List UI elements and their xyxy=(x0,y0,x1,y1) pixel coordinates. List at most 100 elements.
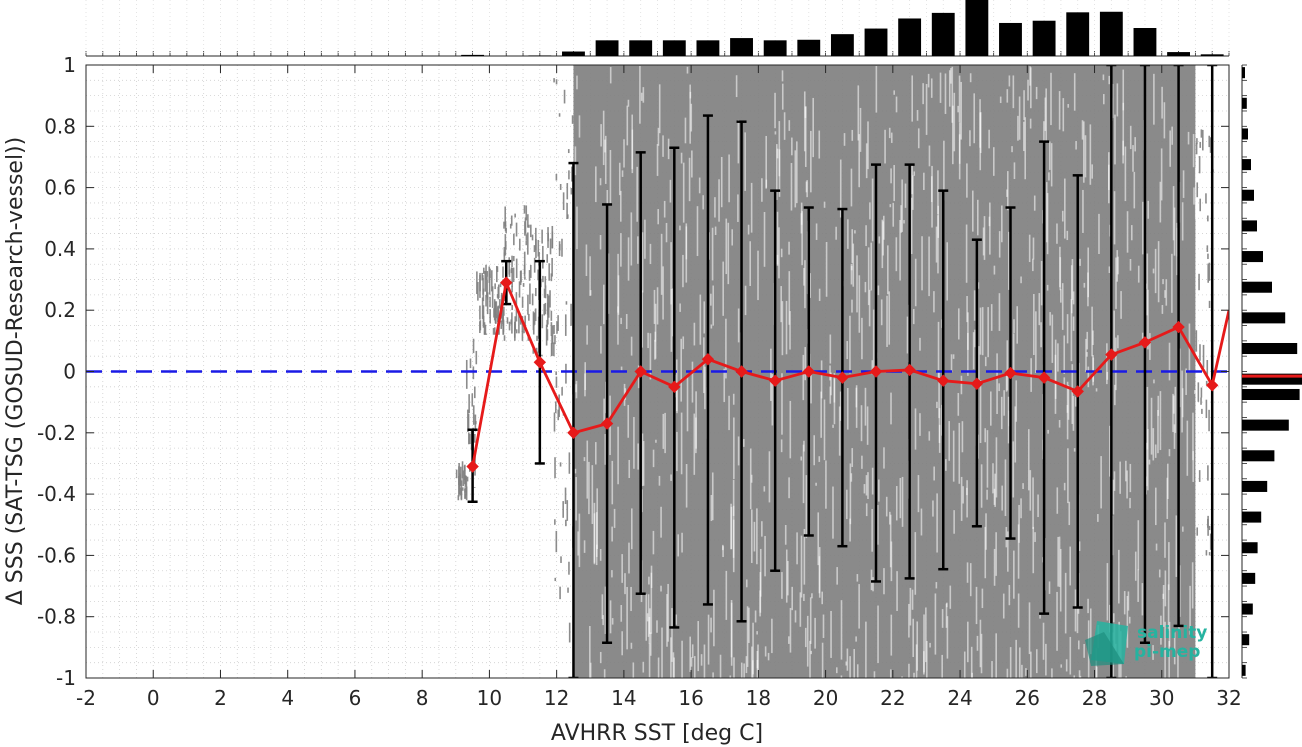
scatter-point xyxy=(663,200,666,218)
scatter-point xyxy=(600,124,602,147)
scatter-point xyxy=(890,614,893,656)
scatter-point xyxy=(670,474,672,481)
scatter-point xyxy=(732,393,735,405)
scatter-point xyxy=(995,633,997,678)
scatter-point xyxy=(953,510,955,534)
scatter-point xyxy=(627,404,630,438)
x-hist-bar xyxy=(1066,12,1090,56)
scatter-point xyxy=(1082,189,1084,233)
scatter-point xyxy=(576,206,578,250)
scatter-point xyxy=(617,306,619,345)
scatter-point xyxy=(953,92,956,152)
scatter-point xyxy=(568,452,571,474)
scatter-point xyxy=(817,512,820,566)
scatter-point xyxy=(938,371,940,419)
y-hist-bar xyxy=(1242,342,1298,355)
scatter-point xyxy=(778,227,780,279)
scatter-point xyxy=(864,281,867,293)
scatter-point xyxy=(865,143,868,179)
scatter-point xyxy=(725,318,727,379)
scatter-point xyxy=(609,600,612,634)
scatter-point xyxy=(656,620,658,633)
scatter-point xyxy=(930,78,933,98)
scatter-point xyxy=(652,530,655,555)
scatter-point xyxy=(1013,162,1016,180)
median-point xyxy=(533,356,547,369)
scatter-point xyxy=(577,531,579,556)
scatter-point xyxy=(459,487,462,496)
scatter-point xyxy=(833,373,836,403)
scatter-point xyxy=(618,162,621,196)
scatter-point xyxy=(543,288,546,298)
scatter-point xyxy=(946,242,949,301)
scatter-point xyxy=(813,435,815,466)
scatter-point xyxy=(880,299,883,326)
scatter-point xyxy=(496,294,499,298)
scatter-point xyxy=(1189,585,1191,635)
scatter-point xyxy=(1012,75,1015,109)
scatter-point xyxy=(600,326,602,354)
scatter-point xyxy=(820,360,823,399)
scatter-point xyxy=(788,120,791,131)
scatter-point xyxy=(518,313,520,334)
scatter-point xyxy=(684,117,687,144)
scatter-point xyxy=(733,417,735,480)
scatter-point xyxy=(1015,380,1018,422)
scatter-point xyxy=(926,640,928,678)
scatter-point xyxy=(945,459,947,471)
scatter-point xyxy=(712,285,715,326)
scatter-point xyxy=(515,292,518,306)
scatter-point xyxy=(759,572,762,613)
scatter-point xyxy=(604,434,607,465)
scatter-point xyxy=(975,586,978,625)
scatter-point xyxy=(1174,386,1177,433)
scatter-point xyxy=(654,303,657,359)
scatter-point xyxy=(1028,234,1031,263)
scatter-point xyxy=(652,449,655,468)
scatter-point xyxy=(1097,514,1099,522)
scatter-point xyxy=(914,408,917,450)
scatter-point xyxy=(680,338,683,402)
scatter-point xyxy=(703,301,706,334)
scatter-point xyxy=(1120,291,1122,319)
scatter-point xyxy=(732,479,735,516)
scatter-point xyxy=(574,468,577,474)
scatter-point xyxy=(1086,331,1089,350)
scatter-point xyxy=(601,594,604,620)
scatter-point xyxy=(630,642,633,649)
scatter-point xyxy=(849,518,851,542)
scatter-point xyxy=(882,221,884,256)
scatter-point xyxy=(512,255,515,262)
scatter-point xyxy=(839,391,842,421)
scatter-point xyxy=(494,314,497,324)
scatter-point xyxy=(967,621,969,663)
scatter-point xyxy=(929,642,931,648)
scatter-point xyxy=(485,294,487,307)
scatter-point xyxy=(1075,141,1077,150)
scatter-point xyxy=(723,368,726,403)
x-tick-label: -2 xyxy=(76,686,96,710)
scatter-point xyxy=(482,275,484,280)
scatter-point xyxy=(803,91,806,152)
scatter-point xyxy=(1029,118,1032,129)
scatter-point xyxy=(1200,387,1203,398)
scatter-point xyxy=(973,93,976,144)
scatter-point xyxy=(682,162,685,223)
scatter-point xyxy=(472,405,475,425)
scatter-point xyxy=(1160,615,1162,645)
scatter-point xyxy=(656,287,659,325)
scatter-point xyxy=(889,511,891,525)
scatter-point xyxy=(886,295,888,347)
scatter-point xyxy=(710,617,712,633)
scatter-point xyxy=(984,428,987,443)
x-hist-bar xyxy=(898,18,922,56)
scatter-point xyxy=(1018,96,1021,140)
scatter-point xyxy=(576,75,578,90)
scatter-point xyxy=(803,528,806,585)
scatter-point xyxy=(877,285,880,296)
x-tick-label: 0 xyxy=(147,686,160,710)
median-point xyxy=(1037,371,1051,384)
scatter-point xyxy=(503,335,506,341)
y-tick-label: -0.2 xyxy=(37,421,76,445)
scatter-point xyxy=(530,224,532,238)
